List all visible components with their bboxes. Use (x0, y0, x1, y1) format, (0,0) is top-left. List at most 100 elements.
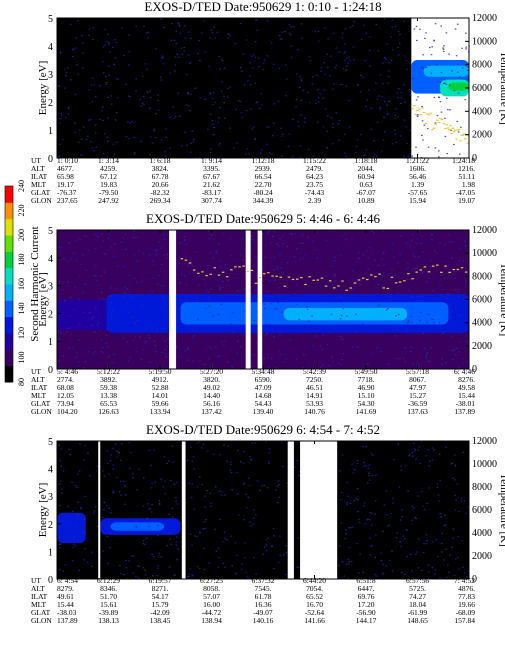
intensity-speckle (466, 78, 469, 80)
y-tick-label: 2 (48, 520, 53, 531)
intensity-speckle (396, 97, 399, 99)
intensity-speckle (107, 65, 110, 67)
intensity-speckle (375, 474, 377, 476)
intensity-speckle (409, 553, 412, 556)
intensity-speckle (344, 538, 347, 540)
ephemeris-value: 77.83 (458, 592, 475, 601)
intensity-speckle (153, 555, 155, 558)
intensity-speckle (340, 335, 342, 338)
intensity-speckle (442, 48, 445, 50)
intensity-speckle (69, 296, 72, 299)
intensity-speckle (77, 514, 80, 517)
intensity-speckle (266, 231, 269, 233)
intensity-speckle (113, 63, 115, 65)
intensity-speckle (400, 235, 403, 237)
intensity-speckle (122, 337, 125, 339)
ephemeris-label: ILAT (31, 172, 48, 181)
intensity-speckle (286, 78, 288, 80)
intensity-speckle (199, 97, 202, 99)
intensity-speckle (399, 519, 402, 521)
intensity-speckle (335, 112, 337, 114)
intensity-speckle (326, 130, 329, 133)
intensity-speckle (288, 133, 291, 135)
intensity-speckle (144, 63, 147, 65)
intensity-speckle (414, 450, 416, 452)
intensity-speckle (423, 577, 426, 579)
intensity-speckle (449, 554, 451, 556)
intensity-speckle (370, 128, 373, 130)
intensity-speckle (399, 254, 402, 256)
ephemeris-value: 5:12:22 (97, 367, 120, 376)
intensity-speckle (92, 316, 94, 318)
intensity-speckle (102, 550, 104, 552)
ephemeris-value: 5725. (409, 584, 426, 593)
intensity-speckle (299, 258, 302, 260)
intensity-speckle (255, 343, 258, 345)
ephemeris-value: 139.40 (253, 407, 274, 416)
intensity-speckle (61, 488, 63, 490)
intensity-speckle (64, 87, 66, 89)
ephemeris-value: 1.39 (411, 180, 424, 189)
intensity-speckle (239, 67, 242, 69)
intensity-speckle (385, 309, 388, 311)
intensity-speckle (260, 149, 263, 151)
intensity-speckle (457, 366, 460, 368)
intensity-speckle (127, 360, 130, 363)
intensity-speckle (425, 357, 428, 359)
temperature-point (419, 269, 423, 271)
intensity-speckle (214, 101, 217, 104)
intensity-speckle (350, 560, 353, 563)
intensity-speckle (425, 534, 428, 536)
temperature-point (246, 270, 250, 273)
intensity-speckle (432, 541, 434, 543)
intensity-speckle (467, 62, 469, 65)
intensity-speckle (418, 446, 421, 448)
intensity-speckle (94, 233, 97, 236)
intensity-speckle (135, 350, 137, 353)
intensity-speckle (459, 247, 462, 249)
intensity-speckle (411, 570, 413, 572)
intensity-speckle (362, 254, 365, 256)
intensity-speckle (406, 142, 409, 145)
intensity-speckle (260, 104, 263, 106)
intensity-speckle (414, 267, 417, 270)
intensity-speckle (236, 298, 239, 300)
ephemeris-value: 68.08 (57, 383, 74, 392)
intensity-speckle (187, 54, 190, 56)
intensity-speckle (280, 353, 282, 356)
intensity-speckle (58, 543, 61, 546)
intensity-speckle (343, 575, 346, 577)
intensity-speckle (175, 544, 178, 546)
intensity-speckle (62, 470, 65, 472)
intensity-speckle (105, 504, 108, 507)
intensity-speckle (135, 575, 137, 578)
intensity-speckle (312, 76, 314, 78)
intensity-speckle (360, 133, 362, 136)
intensity-speckle (273, 63, 275, 65)
ephemeris-value: 51.11 (458, 172, 475, 181)
intensity-speckle (68, 347, 70, 349)
intensity-speckle (296, 284, 298, 286)
intensity-speckle (164, 348, 167, 351)
intensity-speckle (394, 133, 397, 136)
intensity-speckle (223, 102, 225, 104)
intensity-speckle (120, 459, 122, 461)
intensity-speckle (124, 286, 126, 288)
intensity-speckle (380, 559, 383, 562)
intensity-speckle (403, 20, 405, 22)
intensity-speckle (281, 465, 284, 468)
intensity-speckle (389, 279, 392, 281)
intensity-speckle (82, 126, 85, 128)
intensity-speckle (420, 235, 423, 237)
temperature-point (434, 123, 437, 125)
intensity-speckle (459, 314, 461, 316)
intensity-speckle (302, 89, 304, 92)
intensity-speckle (124, 485, 126, 487)
intensity-speckle (332, 32, 335, 34)
intensity-speckle (71, 55, 74, 58)
intensity-speckle (147, 31, 150, 33)
intensity-speckle (383, 57, 386, 59)
intensity-speckle (91, 147, 94, 149)
intensity-speckle (88, 34, 90, 36)
intensity-speckle (244, 310, 246, 312)
